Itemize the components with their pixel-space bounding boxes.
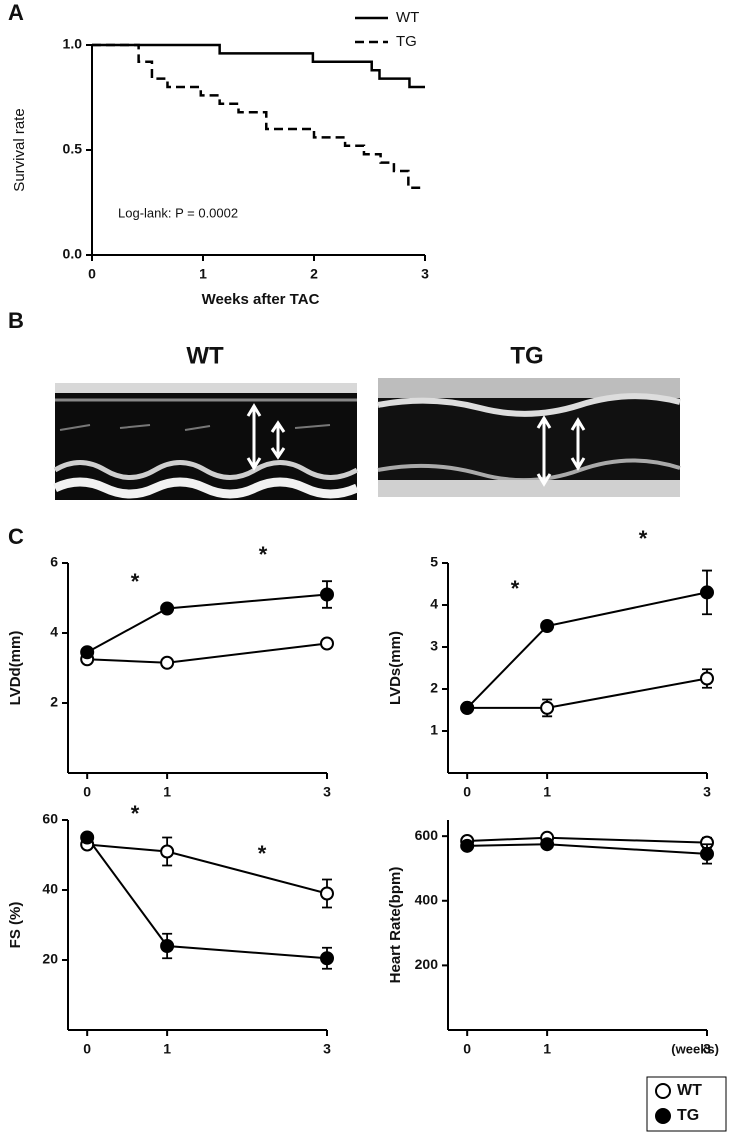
data-point bbox=[540, 700, 555, 715]
data-point bbox=[80, 645, 95, 660]
x-tick-label: 0 bbox=[83, 784, 91, 800]
data-point bbox=[320, 951, 334, 966]
y-tick-label: 600 bbox=[415, 827, 439, 843]
echo-image bbox=[53, 383, 359, 500]
echo-label: WT bbox=[186, 342, 224, 369]
series-line bbox=[466, 591, 708, 709]
y-tick-label: 3 bbox=[430, 638, 438, 654]
y-tick-label: 5 bbox=[430, 554, 438, 570]
x-axis-label: (weeks) bbox=[671, 1041, 719, 1056]
x-tick-label: 3 bbox=[703, 1041, 711, 1057]
y-tick-label: 200 bbox=[415, 956, 439, 972]
y-tick-label: 1 bbox=[430, 722, 438, 738]
x-tick-label: 3 bbox=[703, 784, 711, 800]
echo-image bbox=[377, 378, 681, 497]
data-point bbox=[460, 838, 475, 853]
legend-label: TG bbox=[396, 33, 417, 50]
data-point bbox=[460, 700, 475, 715]
data-point bbox=[320, 886, 334, 901]
echo-label: TG bbox=[510, 342, 543, 369]
data-point bbox=[540, 619, 555, 633]
x-tick-label: 3 bbox=[323, 784, 331, 800]
annotation: Log-lank: P = 0.0002 bbox=[118, 205, 238, 220]
survival-line bbox=[92, 43, 425, 89]
series-line bbox=[467, 836, 708, 844]
significance-star: * bbox=[511, 576, 520, 601]
x-tick-label: 1 bbox=[163, 784, 171, 800]
x-tick-label: 1 bbox=[163, 1041, 171, 1057]
series-line bbox=[87, 642, 328, 664]
data-point bbox=[320, 587, 334, 602]
y-tick-label: 0.0 bbox=[63, 246, 83, 262]
x-tick-label: 2 bbox=[310, 266, 318, 282]
y-tick-label: 6 bbox=[50, 554, 58, 570]
series-line bbox=[467, 677, 708, 709]
data-point bbox=[160, 601, 175, 616]
data-point bbox=[700, 671, 714, 686]
panel-label: C bbox=[8, 524, 24, 549]
survival-line bbox=[92, 43, 425, 190]
x-tick-label: 0 bbox=[83, 1041, 91, 1057]
significance-star: * bbox=[259, 542, 268, 567]
legend-marker bbox=[655, 1083, 671, 1099]
y-axis-label: Heart Rate(bpm) bbox=[387, 867, 404, 984]
panel-label: B bbox=[8, 308, 24, 333]
y-tick-label: 4 bbox=[430, 596, 438, 612]
series-line bbox=[467, 843, 708, 855]
data-point bbox=[700, 846, 714, 861]
data-point bbox=[160, 655, 175, 670]
series-line bbox=[86, 836, 328, 960]
significance-star: * bbox=[639, 526, 648, 551]
data-point bbox=[160, 939, 175, 953]
x-tick-label: 0 bbox=[463, 1041, 471, 1057]
significance-star: * bbox=[131, 801, 140, 826]
x-axis-label: Weeks after TAC bbox=[202, 291, 320, 308]
data-point bbox=[80, 830, 95, 845]
x-tick-label: 3 bbox=[323, 1041, 331, 1057]
y-tick-label: 40 bbox=[42, 881, 58, 897]
legend-marker bbox=[655, 1108, 671, 1124]
y-tick-label: 20 bbox=[42, 951, 58, 967]
x-tick-label: 3 bbox=[421, 266, 429, 282]
panel-label: A bbox=[8, 0, 24, 25]
y-tick-label: 2 bbox=[430, 680, 438, 696]
y-tick-label: 0.5 bbox=[63, 141, 83, 157]
y-tick-label: 2 bbox=[50, 694, 58, 710]
y-axis-label: LVDd(mm) bbox=[7, 631, 24, 706]
legend-label: WT bbox=[396, 9, 419, 26]
significance-star: * bbox=[131, 569, 140, 594]
legend-label: WT bbox=[677, 1082, 702, 1099]
data-point bbox=[700, 585, 714, 600]
data-point bbox=[540, 837, 555, 852]
data-point bbox=[160, 844, 175, 859]
y-tick-label: 1.0 bbox=[63, 36, 83, 52]
y-tick-label: 60 bbox=[42, 811, 58, 827]
x-tick-label: 1 bbox=[543, 784, 551, 800]
x-tick-label: 1 bbox=[543, 1041, 551, 1057]
x-tick-label: 0 bbox=[88, 266, 96, 282]
y-axis-label: LVDs(mm) bbox=[387, 631, 404, 705]
y-axis-label: Survival rate bbox=[11, 108, 28, 191]
x-tick-label: 0 bbox=[463, 784, 471, 800]
legend-label: TG bbox=[677, 1107, 699, 1124]
y-axis-label: FS (%) bbox=[7, 902, 24, 949]
y-tick-label: 4 bbox=[50, 624, 58, 640]
data-point bbox=[320, 636, 334, 651]
y-tick-label: 400 bbox=[415, 891, 439, 907]
x-tick-label: 1 bbox=[199, 266, 207, 282]
series-line bbox=[86, 593, 328, 654]
significance-star: * bbox=[258, 841, 267, 866]
